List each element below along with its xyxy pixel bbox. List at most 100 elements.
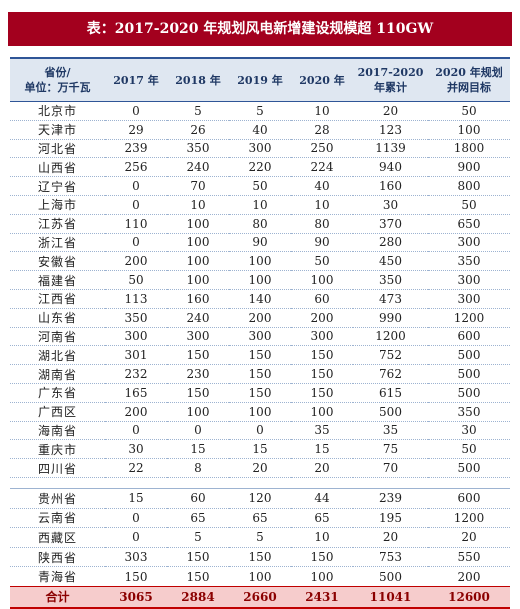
value-cell: 10 [291, 195, 353, 215]
value-cell: 200 [229, 308, 291, 328]
header-text: 2020 年规划 [435, 66, 503, 79]
value-cell: 90 [291, 233, 353, 253]
header-cell: 2020 年 [291, 57, 353, 102]
value-cell: 150 [167, 566, 229, 587]
value-cell: 100 [291, 402, 353, 422]
value-cell: 940 [353, 157, 428, 178]
value-cell: 500 [428, 345, 510, 366]
value-cell: 44 [291, 488, 353, 509]
province-cell: 云南省 [10, 508, 105, 529]
header-text: 2017-2020 [357, 66, 424, 79]
value-cell: 140 [229, 289, 291, 309]
value-cell: 5 [167, 101, 229, 121]
value-cell: 70 [167, 176, 229, 196]
value-cell: 150 [291, 345, 353, 366]
value-cell: 990 [353, 308, 428, 328]
value-cell: 50 [105, 270, 167, 290]
value-cell: 500 [353, 566, 428, 587]
value-cell: 30 [105, 439, 167, 460]
value-cell: 35 [291, 421, 353, 441]
value-cell: 500 [428, 383, 510, 403]
value-cell: 110 [105, 214, 167, 234]
value-cell: 232 [105, 364, 167, 384]
province-cell: 江苏省 [10, 214, 105, 234]
table-row: 北京市 0 5 5 10 20 50 [10, 101, 510, 121]
value-cell: 50 [291, 251, 353, 272]
value-cell: 0 [229, 421, 291, 441]
value-cell: 123 [353, 120, 428, 140]
province-cell: 山东省 [10, 308, 105, 328]
value-cell: 239 [353, 488, 428, 509]
province-cell: 陕西省 [10, 547, 105, 568]
header-cell: 2017-2020 年累计 [353, 57, 428, 102]
header-cell: 2017 年 [105, 57, 167, 102]
value-cell: 150 [167, 547, 229, 568]
header-text: 2020 年 [299, 73, 345, 87]
value-cell: 80 [291, 214, 353, 234]
value-cell: 239 [105, 139, 167, 159]
value-cell: 160 [167, 289, 229, 309]
table-row: 海南省 0 0 0 35 35 30 [10, 421, 510, 441]
value-cell: 60 [167, 488, 229, 509]
total-value: 2431 [291, 585, 353, 609]
province-cell: 安徽省 [10, 251, 105, 272]
value-cell: 250 [291, 139, 353, 159]
value-cell: 350 [167, 139, 229, 159]
value-cell: 15 [167, 439, 229, 460]
value-cell: 50 [229, 176, 291, 196]
value-cell: 0 [105, 233, 167, 253]
value-cell: 900 [428, 157, 510, 178]
value-cell: 15 [291, 439, 353, 460]
value-cell: 26 [167, 120, 229, 140]
value-cell: 35 [353, 421, 428, 441]
value-cell: 350 [428, 402, 510, 422]
total-value: 12600 [428, 585, 510, 609]
header-cell: 省份/单位：万千瓦 [10, 57, 105, 102]
value-cell: 1800 [428, 139, 510, 159]
table-row: 江西省 113 160 140 60 473 300 [10, 289, 510, 309]
header-text: 2017 年 [113, 73, 159, 87]
value-cell: 150 [291, 383, 353, 403]
table-row: 河北省 239 350 300 250 1139 1800 [10, 139, 510, 159]
value-cell: 20 [428, 527, 510, 548]
value-cell: 240 [167, 308, 229, 328]
table-row: 辽宁省 0 70 50 40 160 800 [10, 176, 510, 196]
value-cell: 150 [229, 364, 291, 384]
value-cell: 1200 [353, 327, 428, 347]
value-cell: 22 [105, 458, 167, 478]
header-cell: 2020 年规划 并网目标 [428, 57, 510, 102]
value-cell: 60 [291, 289, 353, 309]
province-cell: 河南省 [10, 327, 105, 347]
province-cell: 湖南省 [10, 364, 105, 384]
province-cell: 辽宁省 [10, 176, 105, 196]
table-row: 江苏省 110 100 80 80 370 650 [10, 214, 510, 234]
header-text: 2019 年 [237, 73, 283, 87]
data-table: 省份/单位：万千瓦 2017 年 2018 年 2019 年 2020 年 2017-20… [10, 57, 510, 609]
value-cell: 150 [167, 345, 229, 366]
value-cell: 752 [353, 345, 428, 366]
value-cell: 300 [428, 289, 510, 309]
value-cell: 29 [105, 120, 167, 140]
value-cell: 150 [229, 547, 291, 568]
value-cell: 28 [291, 120, 353, 140]
value-cell: 300 [291, 327, 353, 347]
value-cell: 10 [229, 195, 291, 215]
value-cell: 600 [428, 327, 510, 347]
province-cell: 上海市 [10, 195, 105, 215]
value-cell: 20 [229, 458, 291, 478]
value-cell: 303 [105, 547, 167, 568]
table-row: 西藏区 0 5 5 10 20 20 [10, 527, 510, 548]
value-cell: 40 [291, 176, 353, 196]
value-cell: 1200 [428, 308, 510, 328]
table-row: 湖北省 301 150 150 150 752 500 [10, 345, 510, 366]
value-cell: 500 [428, 458, 510, 478]
header-cell: 2019 年 [229, 57, 291, 102]
value-cell: 200 [291, 308, 353, 328]
value-cell: 100 [291, 270, 353, 290]
header-cell: 2018 年 [167, 57, 229, 102]
value-cell: 300 [428, 270, 510, 290]
value-cell: 350 [353, 270, 428, 290]
value-cell: 1139 [353, 139, 428, 159]
value-cell: 220 [229, 157, 291, 178]
